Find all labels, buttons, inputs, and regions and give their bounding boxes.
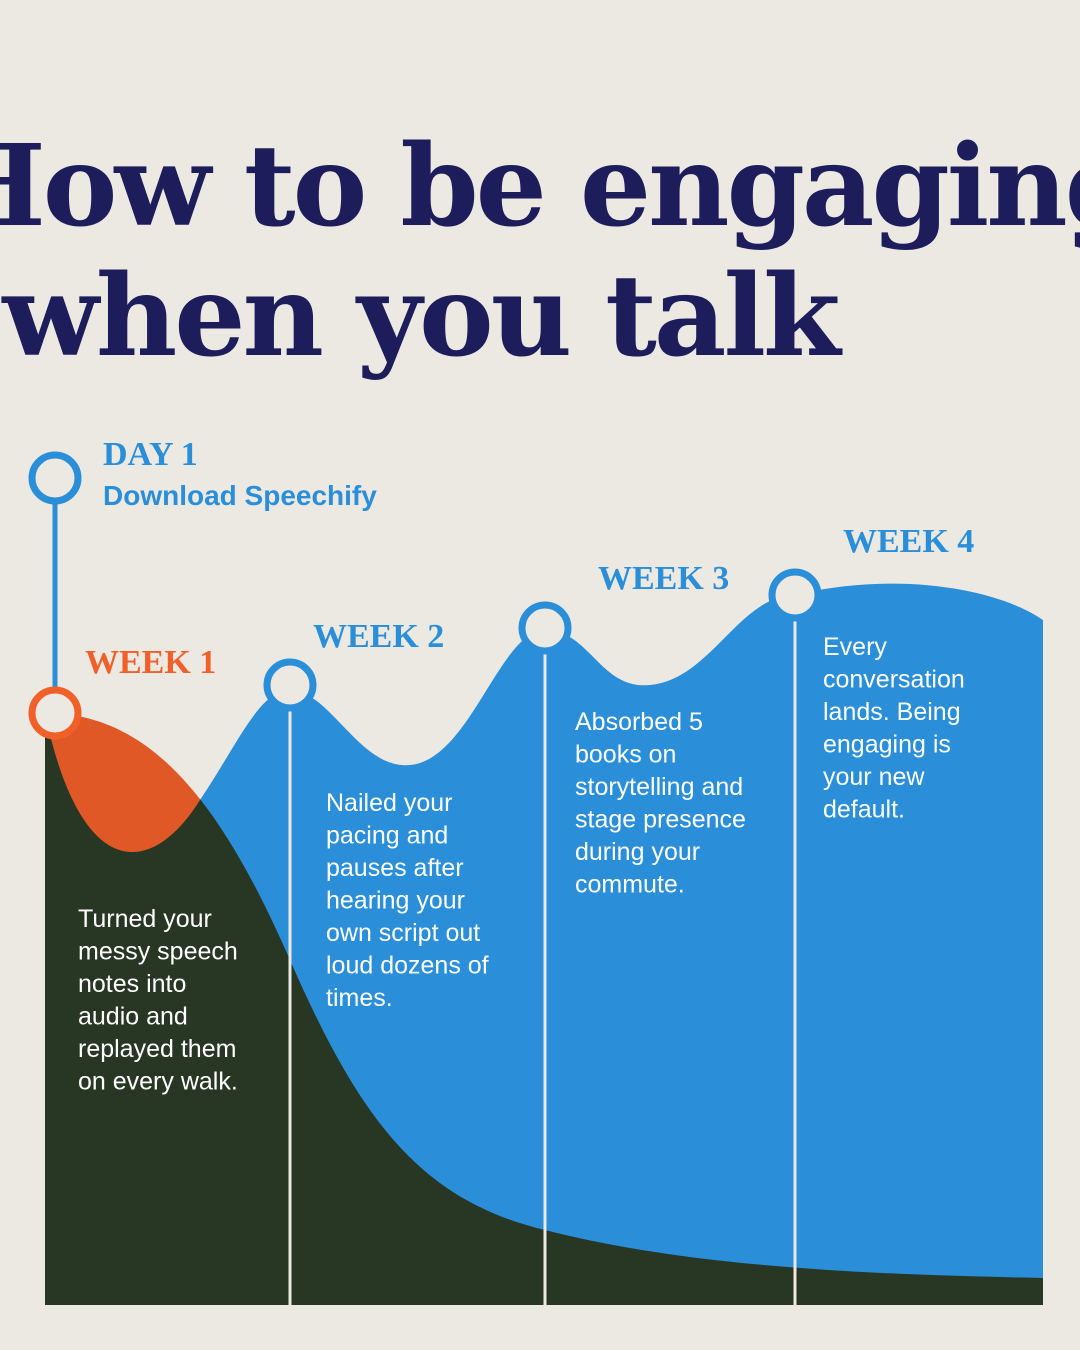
orange-area: [45, 713, 1043, 1305]
week-label: WEEK 4: [843, 523, 974, 560]
markers: [28, 451, 822, 740]
week-text: commute.: [575, 871, 685, 899]
title-line: How to be engaging: [0, 121, 1080, 252]
dividers: [288, 615, 797, 1305]
week-text: Absorbed 5: [575, 708, 703, 736]
day-label: DAY 1: [103, 436, 198, 473]
week-text: hearing your: [326, 887, 465, 915]
week-text: conversation: [823, 666, 965, 694]
week-text: audio and: [78, 1003, 188, 1031]
week-text: stage presence: [575, 806, 746, 834]
week-text: notes into: [78, 970, 186, 998]
week-text: on every walk.: [78, 1068, 238, 1096]
week-text: loud dozens of: [326, 952, 489, 980]
week-label: WEEK 2: [313, 618, 444, 655]
week-text: Nailed your: [326, 789, 452, 817]
title-line: when you talk: [1, 251, 843, 382]
week-text: pauses after: [326, 854, 464, 882]
week-text: lands. Being: [823, 698, 961, 726]
week-text: engaging is: [823, 731, 951, 759]
week-text: messy speech: [78, 938, 238, 966]
week-text: Turned your: [78, 905, 212, 933]
week-text: own script out: [326, 919, 480, 947]
week-text: replayed them: [78, 1035, 236, 1063]
week-label: WEEK 3: [598, 560, 729, 597]
week-text: pacing and: [326, 822, 448, 850]
day-text: Download Speechify: [103, 480, 377, 511]
week-text: books on: [575, 741, 676, 769]
week-text: your new: [823, 763, 925, 791]
week-text: times.: [326, 984, 393, 1012]
week-text: Every: [823, 633, 887, 661]
week-text: during your: [575, 838, 700, 866]
week-text: storytelling and: [575, 773, 743, 801]
week-text: default.: [823, 796, 905, 824]
week-label: WEEK 1: [85, 644, 216, 681]
